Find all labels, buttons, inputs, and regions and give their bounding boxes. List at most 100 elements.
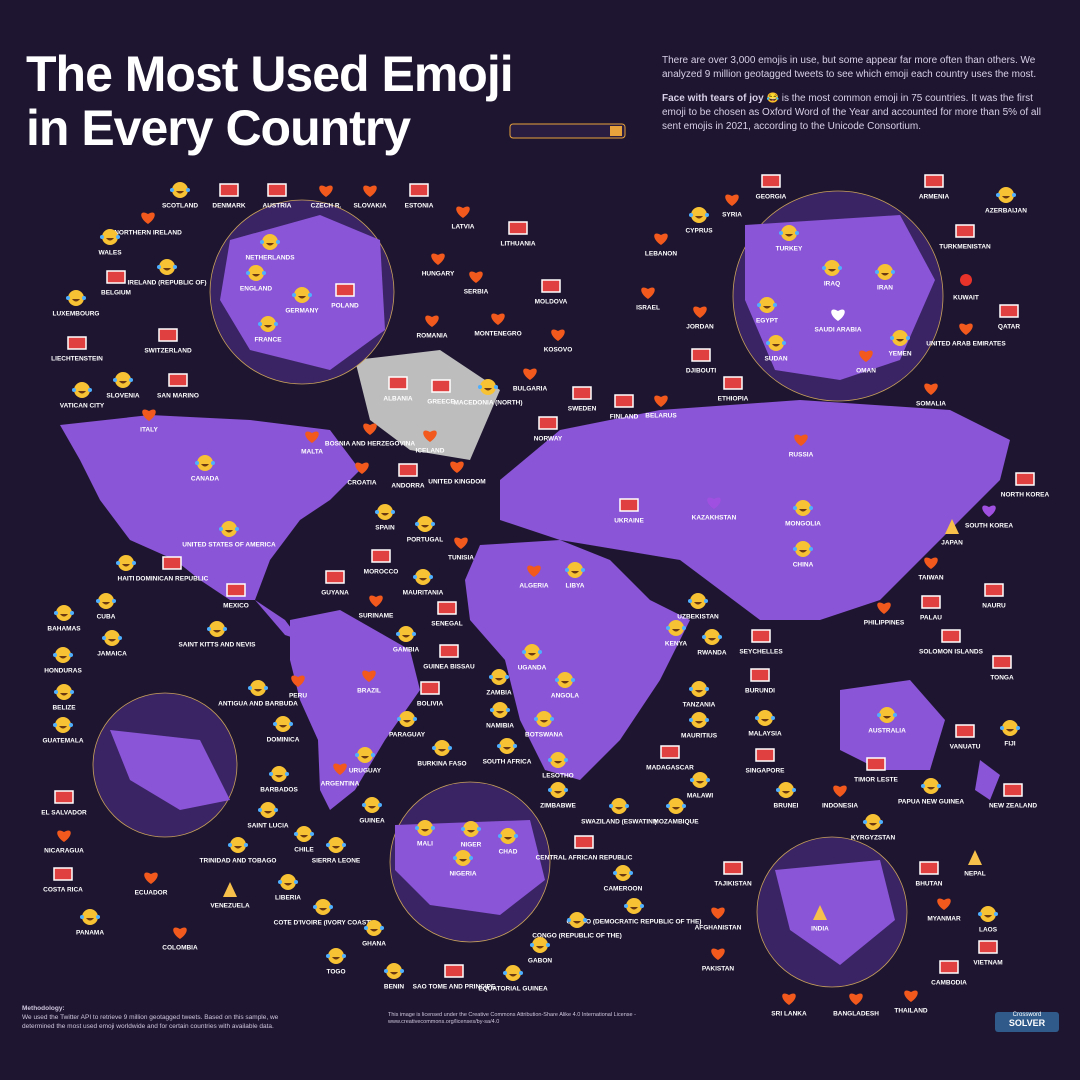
mouth: [896, 339, 904, 342]
flag: [750, 668, 770, 682]
emoji-icon: [497, 738, 517, 754]
emoji-icon: [619, 498, 639, 512]
face: [386, 963, 402, 979]
tear: [505, 675, 509, 679]
tear: [391, 510, 395, 514]
face: [1002, 720, 1018, 736]
mouth: [540, 720, 548, 723]
emoji-icon: [362, 797, 382, 813]
country-label: EL SALVADOR: [41, 810, 87, 817]
country-label: TONGA: [990, 675, 1014, 682]
heart: [849, 993, 863, 1005]
tear: [248, 686, 252, 690]
face: [366, 920, 382, 936]
emoji-icon: [978, 906, 998, 922]
emoji-icon: [384, 963, 404, 979]
face: [102, 229, 118, 245]
country-label: LITHUANIA: [500, 241, 535, 248]
country-label: PAPUA NEW GUINEA: [898, 799, 964, 806]
country-label: UNITED ARAB EMIRATES: [926, 341, 1006, 348]
heart: [831, 309, 845, 321]
flag: [158, 328, 178, 342]
flag: [431, 379, 451, 393]
country-label: ITALY: [140, 427, 158, 434]
tear: [228, 843, 232, 847]
country-label: ANGOLA: [551, 693, 579, 700]
heart: [333, 763, 347, 775]
emoji-icon: [666, 620, 686, 636]
emoji-icon: [945, 519, 959, 534]
flag: [755, 748, 775, 762]
face: [778, 782, 794, 798]
tear: [326, 843, 330, 847]
tear: [565, 568, 569, 572]
tear: [522, 650, 526, 654]
country-label: VATICAN CITY: [60, 403, 105, 410]
mouth: [59, 726, 67, 729]
tear: [571, 678, 575, 682]
country-label: VANUATU: [950, 744, 981, 751]
country-label: KAZAKHSTAN: [692, 515, 737, 522]
country-label: RUSSIA: [789, 452, 814, 459]
emoji-icon: [978, 940, 998, 954]
mouth: [368, 806, 376, 809]
country-label: ANTIGUA AND BARBUDA: [218, 701, 298, 708]
face: [262, 234, 278, 250]
face: [877, 264, 893, 280]
emoji-icon: [355, 747, 375, 763]
tear: [755, 716, 759, 720]
tear: [863, 820, 867, 824]
heart: [654, 395, 668, 407]
flag: [955, 724, 975, 738]
logo-top: Crossword: [1012, 1012, 1042, 1018]
country-label: TANZANIA: [683, 702, 716, 709]
emoji-icon: [170, 182, 190, 198]
country-label: VIETNAM: [973, 960, 1002, 967]
tear: [534, 717, 538, 721]
country-label: MADAGASCAR: [646, 765, 694, 772]
flag: [54, 790, 74, 804]
tear: [494, 385, 498, 389]
face: [56, 605, 72, 621]
mouth: [1006, 729, 1014, 732]
flag: [619, 498, 639, 512]
mouth: [615, 807, 623, 810]
emoji-icon: [96, 593, 116, 609]
tear: [132, 561, 136, 565]
emoji-icon: [654, 233, 668, 245]
mouth: [828, 269, 836, 272]
mouth: [60, 693, 68, 696]
country-label: CROATIA: [347, 480, 376, 487]
country-label: PORTUGAL: [407, 537, 444, 544]
tear: [273, 722, 277, 726]
tear: [432, 746, 436, 750]
heart: [355, 462, 369, 474]
country-label: MONTENEGRO: [474, 331, 521, 338]
country-label: TRINIDAD AND TOBAGO: [200, 858, 277, 865]
country-label: BOSNIA AND HERZEGOVINA: [325, 441, 415, 448]
mouth: [984, 915, 992, 918]
tear: [289, 722, 293, 726]
country-label: HAITI: [118, 576, 135, 583]
tear: [469, 856, 473, 860]
emoji-icon: [574, 835, 594, 849]
country-label: ALBANIA: [383, 396, 413, 403]
tear: [129, 378, 133, 382]
tear: [682, 626, 686, 630]
tear: [118, 636, 122, 640]
country-label: ARGENTINA: [321, 781, 360, 788]
country-label: LEBANON: [645, 251, 677, 258]
emoji-icon: [113, 372, 133, 388]
face: [668, 620, 684, 636]
emoji-icon: [757, 297, 777, 313]
tear: [773, 303, 777, 307]
country-label: MOZAMBIQUE: [653, 819, 699, 826]
mouth: [1002, 196, 1010, 199]
tear: [705, 718, 709, 722]
heart: [363, 423, 377, 435]
country-label: CONGO (DEMOCRATIC REPUBLIC OF THE): [567, 919, 702, 926]
tear: [292, 293, 296, 297]
tear: [538, 650, 542, 654]
country-label: DENMARK: [212, 203, 246, 210]
emoji-icon: [849, 993, 863, 1005]
